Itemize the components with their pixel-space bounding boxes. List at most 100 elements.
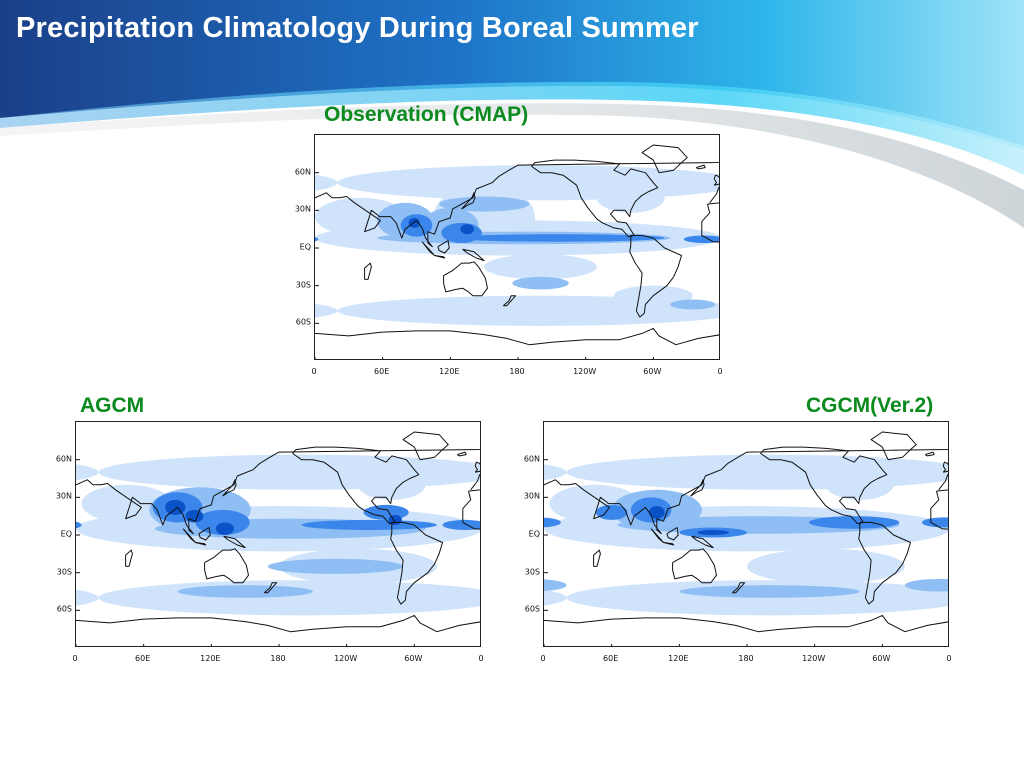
coastline xyxy=(942,461,948,473)
lon-tick-label: 60W xyxy=(872,654,891,663)
lat-tick-label: 30S xyxy=(56,567,72,577)
precip-contour-level-1 xyxy=(484,254,597,280)
precip-contour-level-1 xyxy=(544,589,567,606)
lat-tick-label: 60S xyxy=(56,604,72,614)
coastline xyxy=(223,535,246,549)
coastline xyxy=(434,255,446,259)
lat-tick-label: EQ xyxy=(528,529,540,539)
coastline xyxy=(315,327,719,346)
precipitation-map xyxy=(544,431,948,646)
coastline xyxy=(666,527,679,541)
panel-title-agcm: AGCM xyxy=(80,394,145,417)
coastline xyxy=(544,448,948,535)
precipitation-map xyxy=(76,431,480,646)
coastline xyxy=(701,202,719,243)
coastline xyxy=(629,234,682,318)
precip-contour-level-4 xyxy=(648,506,665,519)
precip-contour-level-2 xyxy=(670,299,716,310)
coastline xyxy=(125,549,133,567)
precip-contour-level-1 xyxy=(315,303,338,318)
precip-contour-level-3 xyxy=(544,517,561,528)
precip-contour-level-2 xyxy=(544,579,567,592)
precip-contour-level-2 xyxy=(177,585,313,598)
precip-contour-level-1 xyxy=(76,589,99,606)
precip-contour-level-3 xyxy=(442,519,480,530)
precip-contour-level-4 xyxy=(697,529,729,535)
lat-tick-label: 30S xyxy=(295,280,311,290)
coastline xyxy=(690,479,705,497)
map-panel-agcm: 60N 30N EQ 30S 60S 0 60E 120E 180 120W 60W 0 xyxy=(53,421,493,669)
coastline xyxy=(593,549,601,567)
precip-contour-level-1 xyxy=(747,548,905,584)
coastline xyxy=(461,192,476,210)
lon-tick-label: 180 xyxy=(270,654,286,663)
precip-contour-level-3 xyxy=(450,234,665,242)
panel-title-observation: Observation (CMAP) xyxy=(324,103,529,126)
coastline xyxy=(713,174,719,186)
map-plot-area xyxy=(75,421,481,647)
coastline xyxy=(544,614,948,633)
precip-contour-level-2 xyxy=(267,558,404,574)
coastline xyxy=(390,521,443,605)
precip-contour-level-4 xyxy=(165,499,186,515)
coastline xyxy=(663,542,675,546)
lon-tick-label: 60E xyxy=(603,654,619,663)
lon-tick-label: 120W xyxy=(334,654,358,663)
precip-contour-level-1 xyxy=(76,464,99,481)
lat-tick-label: 60N xyxy=(55,454,72,464)
precip-contour-level-2 xyxy=(512,276,569,290)
precip-contour-level-1 xyxy=(357,469,426,500)
coastline xyxy=(691,535,714,549)
lon-tick-label: 120W xyxy=(802,654,826,663)
lat-tick-label: 60N xyxy=(523,454,540,464)
coastline xyxy=(474,461,480,473)
lon-tick-label: 0 xyxy=(717,367,723,376)
coastline xyxy=(870,431,917,461)
precip-contour-level-1 xyxy=(566,580,948,616)
lat-tick-label: EQ xyxy=(60,529,72,539)
coastline xyxy=(858,521,911,605)
precip-contour-level-3 xyxy=(301,519,437,530)
lon-tick-label: 120E xyxy=(439,367,460,376)
precip-contour-level-1 xyxy=(596,182,665,213)
coastline xyxy=(76,448,480,535)
coastline xyxy=(315,161,719,248)
lon-tick-label: 0 xyxy=(311,367,317,376)
precipitation-map xyxy=(315,144,719,359)
lon-tick-label: 60E xyxy=(135,654,151,663)
lat-tick-label: 60N xyxy=(294,167,311,177)
coastline xyxy=(292,446,420,525)
map-panel-observation: 60N 30N EQ 30S 60S 0 60E 120E 180 120W 60W 0 xyxy=(292,134,732,382)
lat-tick-label: 30S xyxy=(524,567,540,577)
coastline xyxy=(531,159,659,238)
lat-tick-label: 30N xyxy=(294,204,311,214)
coastline xyxy=(924,451,935,457)
coastline xyxy=(731,582,746,594)
coastline xyxy=(76,614,480,633)
precip-contour-level-1 xyxy=(825,469,894,500)
precip-contour-level-3 xyxy=(595,504,628,520)
coastline xyxy=(364,262,372,280)
lon-tick-label: 180 xyxy=(738,654,754,663)
lon-tick-label: 120W xyxy=(573,367,597,376)
precip-contour-level-3 xyxy=(921,517,948,528)
slide-title: Precipitation Climatology During Boreal … xyxy=(16,12,699,44)
coastline xyxy=(437,240,450,254)
coastline xyxy=(263,582,278,594)
precip-contour-level-1 xyxy=(81,484,172,523)
precip-contour-level-3 xyxy=(76,521,82,529)
lon-tick-label: 0 xyxy=(540,654,546,663)
coastline xyxy=(204,548,249,584)
coastline xyxy=(222,479,237,497)
lat-tick-label: 30N xyxy=(523,491,540,501)
precip-contour-level-4 xyxy=(460,224,475,235)
lon-tick-label: 120E xyxy=(668,654,689,663)
lon-tick-label: 180 xyxy=(509,367,525,376)
precip-contour-level-2 xyxy=(904,578,948,592)
panel-title-cgcm: CGCM(Ver.2) xyxy=(806,394,934,417)
coastline xyxy=(695,164,706,170)
lon-tick-label: 0 xyxy=(946,654,952,663)
precip-contour-level-3 xyxy=(809,516,900,529)
precip-contour-level-1 xyxy=(98,580,480,616)
coastline xyxy=(456,451,467,457)
